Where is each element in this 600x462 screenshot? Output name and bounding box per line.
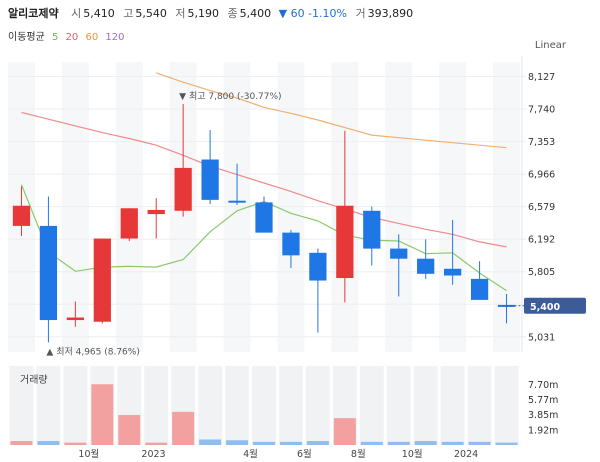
x-tick-label: 8월 — [351, 448, 366, 460]
x-tick-label: 10월 — [78, 448, 99, 460]
candle-body — [282, 232, 300, 256]
volume-bg-stripe — [467, 366, 492, 445]
ma20-line — [21, 111, 507, 248]
x-tick-label: 2024 — [454, 449, 478, 460]
volume-tick-label: 5.77m — [528, 395, 558, 406]
volume-bg-stripe — [278, 366, 303, 445]
y-tick-label: 6,192 — [528, 235, 555, 246]
candle-body — [93, 238, 111, 322]
volume-bg-stripe — [305, 366, 330, 445]
candle-body — [66, 317, 84, 321]
ma-legend-label: 이동평균 — [8, 32, 45, 43]
y-tick-label: 6,966 — [528, 170, 555, 181]
y-tick-label: 5,805 — [528, 267, 555, 278]
volume-tick-label: 3.85m — [528, 410, 558, 421]
candle-body — [12, 205, 31, 226]
candle-body — [470, 278, 489, 300]
close-value: 5,400 — [239, 7, 272, 20]
volume-bg-stripe — [144, 366, 169, 445]
volume-bar — [145, 442, 168, 445]
candle-body — [336, 205, 354, 279]
volume-bg-stripe — [359, 366, 384, 445]
ma20-label: 20 — [65, 32, 79, 43]
volume-bg-stripe — [63, 366, 88, 445]
low-value: 5,190 — [187, 7, 219, 20]
x-tick-label: 10월 — [402, 448, 423, 460]
ma60-line — [156, 72, 507, 149]
scale-mode-toggle[interactable]: Linear — [534, 40, 566, 51]
volume-bar — [468, 441, 491, 445]
volume-bar — [37, 441, 60, 445]
volume-bar — [199, 439, 222, 445]
candle-body — [417, 258, 435, 274]
stock-name: 알리코제약 — [8, 7, 59, 20]
volume-bar — [118, 415, 141, 445]
y-tick-label: 5,031 — [528, 332, 555, 343]
high-value: 5,540 — [135, 7, 167, 20]
volume-bg-stripe — [494, 366, 519, 445]
volume-bg-stripe — [198, 366, 223, 445]
candle-body — [147, 209, 165, 215]
volume-bar — [172, 411, 195, 445]
x-tick-label: 6월 — [297, 448, 312, 460]
high-label: 고 — [123, 7, 134, 20]
current-price-label: 5,400 — [530, 302, 560, 313]
stock-header: 알리코제약 시 5,410 고 5,540 저 5,190 종 5,400 ▼ 60 -… — [8, 5, 415, 21]
candle-body — [201, 159, 219, 200]
close-label: 종 — [227, 7, 238, 20]
candle-body — [120, 208, 138, 239]
volume-bg-stripe — [225, 366, 250, 445]
open-label: 시 — [71, 7, 82, 20]
volume-bar — [495, 442, 518, 445]
volume-bar — [226, 440, 249, 445]
volume-bar — [91, 384, 114, 445]
ma5-label: 5 — [52, 32, 59, 43]
volume-bar — [360, 441, 383, 445]
volume-bar — [64, 442, 87, 445]
low-label: 저 — [175, 7, 186, 20]
x-tick-label: 2023 — [141, 449, 165, 460]
volume-bg-stripe — [386, 366, 411, 445]
x-tick-label: 4월 — [243, 448, 258, 460]
volume-bar — [333, 418, 356, 445]
volume-tick-label: 7.70m — [528, 380, 558, 391]
ma120-label: 120 — [105, 32, 125, 43]
volume-bg-stripe — [36, 366, 61, 445]
min-price-annotation: ▲ 최저 4,965 (8.76%) — [46, 346, 139, 357]
moving-average-legend[interactable]: 이동평균 5 20 60 120 — [8, 28, 129, 43]
volume-bar — [414, 441, 437, 445]
volume-bg-stripe — [413, 366, 438, 445]
candle-body — [228, 200, 246, 203]
candle-body — [390, 248, 408, 259]
y-tick-label: 7,740 — [528, 105, 555, 116]
current-price-tag — [524, 297, 586, 314]
volume-bg-stripe — [9, 366, 34, 445]
y-tick-label: 7,353 — [528, 137, 555, 148]
volume-bg-stripe — [252, 366, 276, 445]
volume-bar — [306, 441, 329, 445]
candle-body — [309, 252, 327, 281]
volume-bar — [441, 441, 464, 445]
change-value: ▼ 60 -1.10% — [278, 7, 347, 20]
volume-bar — [253, 441, 275, 445]
volume-bar — [387, 441, 410, 445]
volume-panel-title: 거래량 — [20, 375, 48, 386]
open-value: 5,410 — [83, 7, 115, 20]
candle-body — [39, 225, 58, 321]
volume-bar — [10, 441, 33, 445]
ma60-label: 60 — [85, 32, 99, 43]
y-tick-label: 6,579 — [528, 202, 555, 213]
candle-body — [255, 202, 273, 233]
max-price-annotation: ▼ 최고 7,800 (-30.77%) — [179, 91, 281, 102]
volume-label: 거 — [355, 7, 366, 20]
volume-value: 393,890 — [367, 7, 414, 20]
volume-tick-label: 1.92m — [528, 425, 558, 436]
y-tick-label: 8,127 — [528, 72, 555, 83]
candle-body — [174, 167, 192, 211]
candle-body — [363, 210, 381, 249]
volume-bg-stripe — [440, 366, 465, 445]
volume-bar — [279, 441, 302, 445]
candle-body — [444, 268, 462, 276]
